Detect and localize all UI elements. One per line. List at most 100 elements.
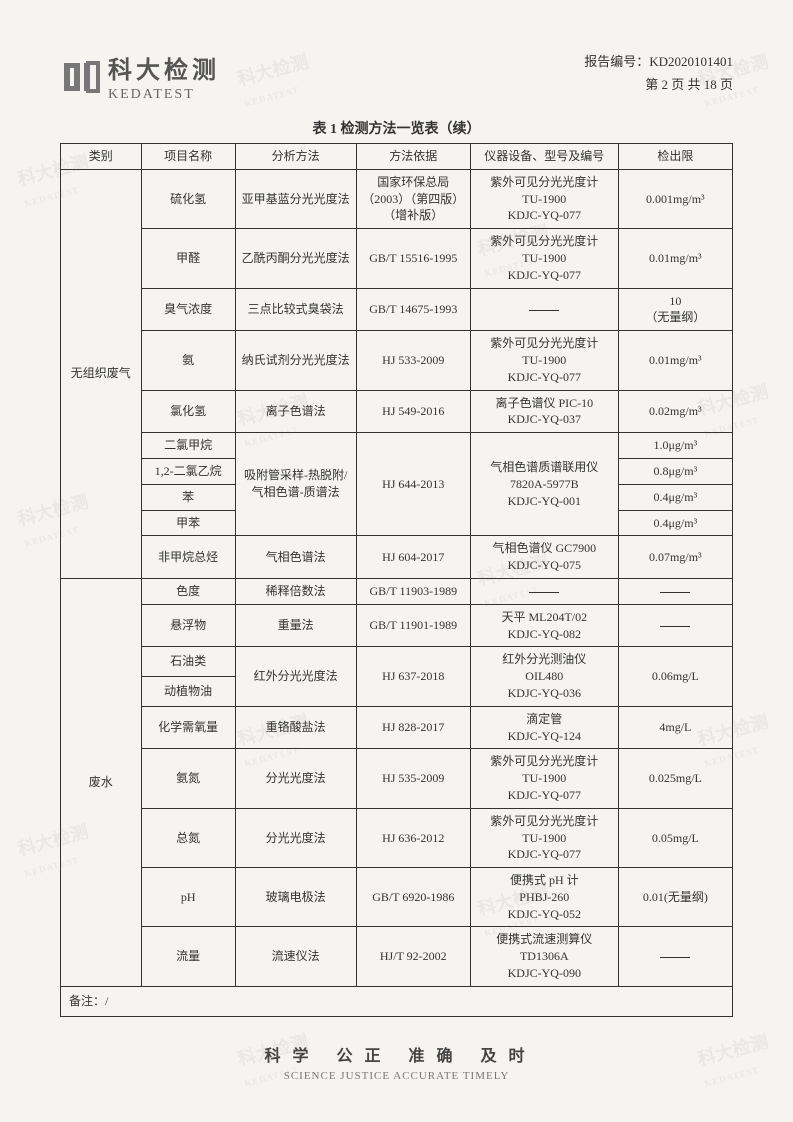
table-cell: 二氯甲烷 <box>141 433 235 459</box>
logo-text-cn: 科大检测 <box>108 50 220 85</box>
table-cell: 离子色谱仪 PIC-10KDJC-YQ-037 <box>470 390 618 433</box>
table-cell: 动植物油 <box>141 677 235 707</box>
table-cell: 4mg/L <box>618 706 732 749</box>
table-cell: 石油类 <box>141 647 235 677</box>
table-cell: GB/T 11901-1989 <box>356 604 470 647</box>
table-cell: 乙酰丙酮分光光度法 <box>235 229 356 288</box>
table-cell: 重量法 <box>235 604 356 647</box>
table-cell: GB/T 14675-1993 <box>356 288 470 331</box>
table-row: 臭气浓度三点比较式臭袋法GB/T 14675-199310（无量纲） <box>61 288 733 331</box>
table-cell: 硫化氢 <box>141 169 235 228</box>
column-header: 类别 <box>61 144 142 170</box>
table-cell: 0.01mg/m³ <box>618 229 732 288</box>
table-cell: GB/T 11903-1989 <box>356 578 470 604</box>
column-header: 方法依据 <box>356 144 470 170</box>
table-cell: 废水 <box>61 578 142 986</box>
table-cell: 天平 ML204T/02KDJC-YQ-082 <box>470 604 618 647</box>
table-cell: 0.001mg/m³ <box>618 169 732 228</box>
methods-table: 类别项目名称分析方法方法依据仪器设备、型号及编号检出限 无组织废气硫化氢亚甲基蓝… <box>60 143 733 1017</box>
table-cell: 国家环保总局（2003）（第四版）（增补版） <box>356 169 470 228</box>
table-cell: 红外分光光度法 <box>235 647 356 706</box>
table-title: 表 1 检测方法一览表（续） <box>60 118 733 138</box>
logo-text-en: KEDATEST <box>108 87 220 103</box>
report-number: KD2020101401 <box>649 54 733 69</box>
table-row: 二氯甲烷吸附管采样-热脱附/气相色谱-质谱法HJ 644-2013气相色谱质谱联… <box>61 433 733 459</box>
table-row: 化学需氧量重铬酸盐法HJ 828-2017滴定管KDJC-YQ-1244mg/L <box>61 706 733 749</box>
table-cell <box>618 927 732 986</box>
table-cell: 滴定管KDJC-YQ-124 <box>470 706 618 749</box>
table-cell: 三点比较式臭袋法 <box>235 288 356 331</box>
table-cell: 紫外可见分光光度计TU-1900KDJC-YQ-077 <box>470 169 618 228</box>
table-cell: 气相色谱质谱联用仪7820A-5977BKDJC-YQ-001 <box>470 433 618 536</box>
table-row: 非甲烷总烃气相色谱法HJ 604-2017气相色谱仪 GC7900KDJC-YQ… <box>61 536 733 579</box>
table-cell: 0.4μg/m³ <box>618 510 732 536</box>
table-cell <box>470 288 618 331</box>
table-cell: 紫外可见分光光度计TU-1900KDJC-YQ-077 <box>470 808 618 867</box>
table-header-row: 类别项目名称分析方法方法依据仪器设备、型号及编号检出限 <box>61 144 733 170</box>
table-cell: 重铬酸盐法 <box>235 706 356 749</box>
table-row: 流量流速仪法HJ/T 92-2002便携式流速测算仪TD1306AKDJC-YQ… <box>61 927 733 986</box>
logo: 科大检测 KEDATEST <box>60 50 220 103</box>
table-row: 氯化氢离子色谱法HJ 549-2016离子色谱仪 PIC-10KDJC-YQ-0… <box>61 390 733 433</box>
page-header: 科大检测 KEDATEST 报告编号：KD2020101401 第 2 页 共 … <box>60 50 733 103</box>
table-cell: 1,2-二氯乙烷 <box>141 458 235 484</box>
table-cell: 亚甲基蓝分光光度法 <box>235 169 356 228</box>
table-cell: 玻璃电极法 <box>235 868 356 927</box>
logo-icon <box>60 57 100 97</box>
table-cell: 0.025mg/L <box>618 749 732 808</box>
table-cell: 总氮 <box>141 808 235 867</box>
table-cell: 分光光度法 <box>235 749 356 808</box>
column-header: 分析方法 <box>235 144 356 170</box>
table-cell: pH <box>141 868 235 927</box>
table-cell: 甲苯 <box>141 510 235 536</box>
table-cell: GB/T 15516-1995 <box>356 229 470 288</box>
table-cell: 紫外可见分光光度计TU-1900KDJC-YQ-077 <box>470 331 618 390</box>
table-cell: HJ 533-2009 <box>356 331 470 390</box>
table-row: 总氮分光光度法HJ 636-2012紫外可见分光光度计TU-1900KDJC-Y… <box>61 808 733 867</box>
table-cell: 气相色谱法 <box>235 536 356 579</box>
header-meta: 报告编号：KD2020101401 第 2 页 共 18 页 <box>584 50 733 103</box>
note-cell: 备注：/ <box>61 986 733 1016</box>
table-row: 甲醛乙酰丙酮分光光度法GB/T 15516-1995紫外可见分光光度计TU-19… <box>61 229 733 288</box>
table-cell: 气相色谱仪 GC7900KDJC-YQ-075 <box>470 536 618 579</box>
table-cell: 非甲烷总烃 <box>141 536 235 579</box>
table-cell: 流量 <box>141 927 235 986</box>
table-cell: 氨 <box>141 331 235 390</box>
table-cell: 便携式流速测算仪TD1306AKDJC-YQ-090 <box>470 927 618 986</box>
table-cell: 紫外可见分光光度计TU-1900KDJC-YQ-077 <box>470 229 618 288</box>
table-row: 悬浮物重量法GB/T 11901-1989天平 ML204T/02KDJC-YQ… <box>61 604 733 647</box>
table-cell: 化学需氧量 <box>141 706 235 749</box>
table-row: pH玻璃电极法GB/T 6920-1986便携式 pH 计PHBJ-260KDJ… <box>61 868 733 927</box>
table-cell: 离子色谱法 <box>235 390 356 433</box>
table-cell: 便携式 pH 计PHBJ-260KDJC-YQ-052 <box>470 868 618 927</box>
table-cell: HJ/T 92-2002 <box>356 927 470 986</box>
table-cell <box>618 578 732 604</box>
table-cell: 0.07mg/m³ <box>618 536 732 579</box>
column-header: 项目名称 <box>141 144 235 170</box>
table-cell: 红外分光测油仪OIL480KDJC-YQ-036 <box>470 647 618 706</box>
table-cell: 悬浮物 <box>141 604 235 647</box>
table-cell: 分光光度法 <box>235 808 356 867</box>
table-cell: 10（无量纲） <box>618 288 732 331</box>
table-cell: GB/T 6920-1986 <box>356 868 470 927</box>
table-cell: 苯 <box>141 484 235 510</box>
table-row: 无组织废气硫化氢亚甲基蓝分光光度法国家环保总局（2003）（第四版）（增补版）紫… <box>61 169 733 228</box>
table-cell: 0.06mg/L <box>618 647 732 706</box>
table-row: 废水色度稀释倍数法GB/T 11903-1989 <box>61 578 733 604</box>
table-cell: 0.8μg/m³ <box>618 458 732 484</box>
table-cell: 纳氏试剂分光光度法 <box>235 331 356 390</box>
table-cell: 稀释倍数法 <box>235 578 356 604</box>
report-label: 报告编号： <box>584 54 649 69</box>
table-cell: 0.01(无量纲) <box>618 868 732 927</box>
table-cell: HJ 604-2017 <box>356 536 470 579</box>
note-row: 备注：/ <box>61 986 733 1016</box>
table-cell: 氨氮 <box>141 749 235 808</box>
table-cell: 甲醛 <box>141 229 235 288</box>
page-footer: 科 学公 正准 确及 时 SCIENCE JUSTICE ACCURATE TI… <box>0 1042 793 1082</box>
table-cell: 0.02mg/m³ <box>618 390 732 433</box>
table-cell: 氯化氢 <box>141 390 235 433</box>
column-header: 检出限 <box>618 144 732 170</box>
page-number: 第 2 页 共 18 页 <box>584 73 733 96</box>
table-cell: 0.4μg/m³ <box>618 484 732 510</box>
table-cell: 紫外可见分光光度计TU-1900KDJC-YQ-077 <box>470 749 618 808</box>
